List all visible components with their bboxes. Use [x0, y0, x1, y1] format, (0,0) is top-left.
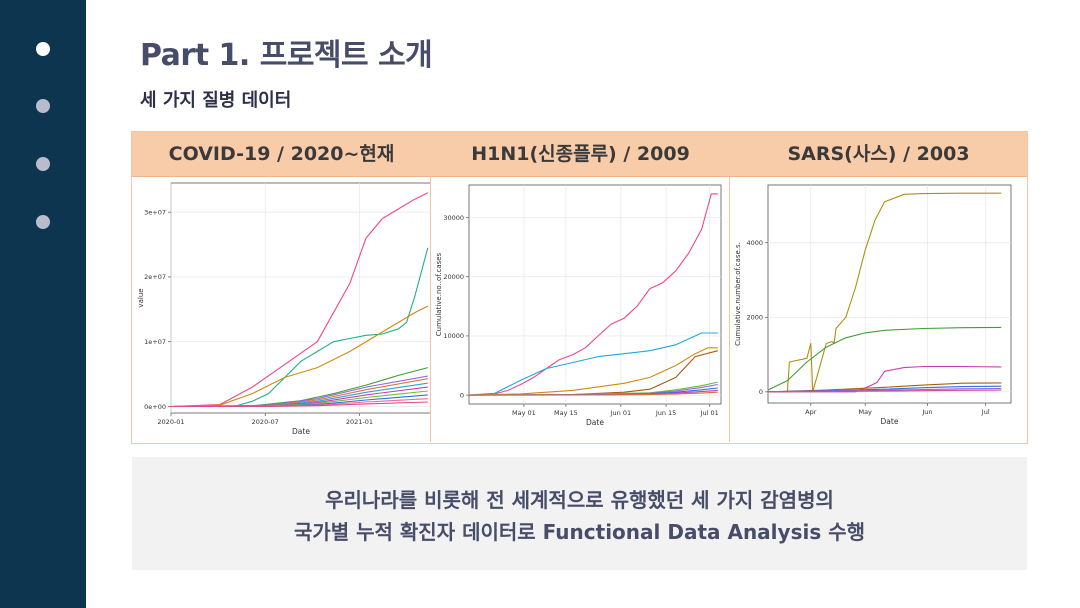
sars-chart: Apr May Jun Jul 0 2000 4000 Date Cumulative.numb…	[734, 184, 1012, 426]
series-line-3	[170, 305, 429, 408]
column-title-h1n1: H1N1(신종플루) / 2009	[471, 143, 690, 165]
x-tick-label: Jul 01	[700, 409, 719, 417]
y-tick-label: 4000	[746, 239, 763, 247]
column-title-sars: SARS(사스) / 2003	[787, 143, 970, 165]
series-line-2	[767, 326, 1002, 391]
y-tick-label: 20000	[443, 273, 464, 281]
series-line-12	[170, 401, 428, 408]
series-line-3	[468, 347, 718, 396]
panel-header: COVID-19 / 2020~현재 H1N1(신종플루) / 2009 SAR…	[132, 132, 1027, 177]
x-tick-label: Jun 01	[610, 409, 632, 417]
summary-box: 우리나라를 비롯해 전 세계적으로 유행했던 세 가지 감염병의 국가별 누적 …	[132, 457, 1027, 570]
x-axis-label: Date	[292, 427, 310, 436]
disease-panel: COVID-19 / 2020~현재 H1N1(신종플루) / 2009 SAR…	[131, 131, 1028, 444]
column-divider	[729, 177, 730, 442]
nav-dot-2[interactable]	[36, 99, 50, 113]
x-tick-label: 2021-01	[346, 418, 373, 426]
series-line-9	[468, 391, 718, 396]
series-line-2	[170, 247, 429, 408]
series-line-7	[767, 389, 1002, 393]
y-axis-label: Cumulative.no..of.cases	[435, 252, 443, 336]
x-tick-label: May 15	[554, 409, 578, 417]
x-tick-label: Jul	[981, 408, 990, 416]
covid-chart: 2020-01 2020-07 2021-01 0e+00 1e+07 2e+07 3e+0…	[137, 182, 430, 436]
x-tick-label: Jun 15	[655, 409, 677, 417]
series-line-4	[767, 382, 1002, 393]
y-tick-label: 10000	[443, 332, 464, 340]
x-axis-label: Date	[586, 418, 604, 427]
summary-line-1: 우리나라를 비롯해 전 세계적으로 유행했던 세 가지 감염병의	[325, 488, 834, 512]
series-line-1	[468, 193, 718, 396]
y-tick-label: 0	[759, 388, 763, 396]
slide-title: Part 1. 프로젝트 소개	[140, 38, 433, 73]
y-tick-label: 0e+00	[144, 403, 166, 411]
summary-line-2: 국가별 누적 확진자 데이터로 Functional Data Analysis…	[293, 520, 865, 544]
plot-area	[170, 182, 430, 414]
x-tick-label: 2020-01	[157, 418, 184, 426]
slide-subtitle: 세 가지 질병 데이터	[140, 90, 292, 111]
y-tick-label: 0	[460, 391, 464, 399]
y-tick-label: 30000	[443, 214, 464, 222]
nav-dot-3[interactable]	[36, 157, 50, 171]
x-tick-label: 2020-07	[252, 418, 279, 426]
plot-area	[468, 184, 722, 405]
x-tick-label: Apr	[805, 408, 817, 416]
column-title-covid: COVID-19 / 2020~현재	[168, 143, 395, 165]
column-divider	[430, 177, 431, 442]
series-line-2	[468, 332, 718, 396]
y-tick-label: 2000	[746, 314, 763, 322]
nav-dot-1[interactable]	[36, 42, 50, 56]
sidebar	[0, 0, 86, 608]
x-axis-label: Date	[881, 417, 899, 426]
y-tick-label: 2e+07	[144, 273, 166, 281]
y-tick-label: 3e+07	[144, 208, 166, 216]
x-tick-label: May 01	[512, 409, 536, 417]
x-tick-label: May	[858, 408, 872, 416]
x-tick-label: Jun	[921, 408, 932, 416]
nav-dot-4[interactable]	[36, 215, 50, 229]
series-line-1	[768, 192, 1002, 393]
series-line-1	[170, 192, 429, 408]
h1n1-chart: May 01 May 15 Jun 01 Jun 15 Jul 01 0 10000 2000…	[435, 184, 722, 427]
y-axis-label: value	[137, 288, 145, 307]
y-tick-label: 1e+07	[144, 338, 166, 346]
y-axis-label: Cumulative.number.of.case.s.	[734, 242, 742, 346]
